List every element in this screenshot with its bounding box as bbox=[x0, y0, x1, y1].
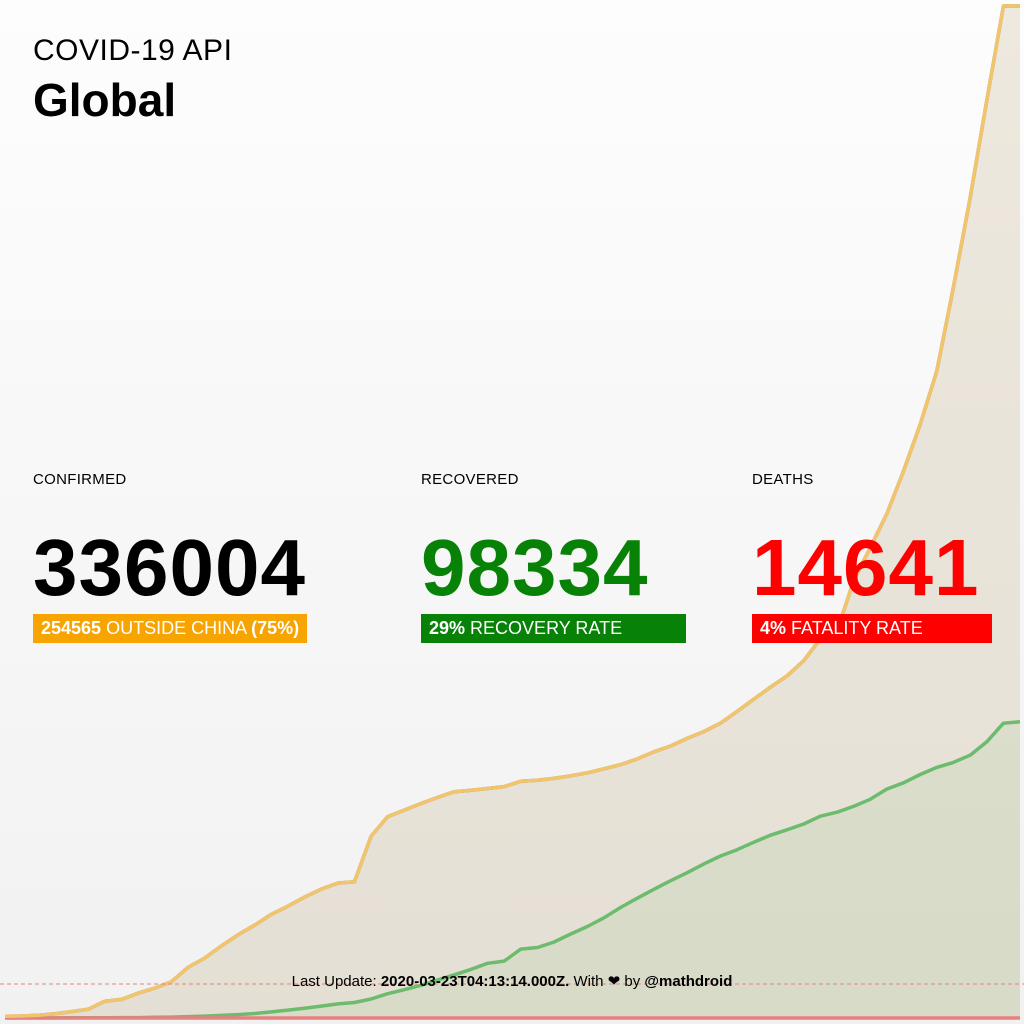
recovery-rate-value: 29% bbox=[429, 618, 465, 638]
outside-china-pct: (75%) bbox=[251, 618, 299, 638]
confirmed-label: CONFIRMED bbox=[33, 470, 307, 490]
fatality-rate-badge: 4% FATALITY RATE bbox=[752, 614, 992, 643]
confirmed-stat: CONFIRMED 336004 254565 OUTSIDE CHINA (7… bbox=[33, 470, 307, 643]
author-link[interactable]: @mathdroid bbox=[644, 973, 732, 990]
recovery-rate-badge: 29% RECOVERY RATE bbox=[421, 614, 686, 643]
outside-china-count: 254565 bbox=[41, 618, 101, 638]
recovered-label: RECOVERED bbox=[421, 470, 686, 490]
api-title: COVID-19 API bbox=[33, 34, 232, 68]
confirmed-value: 336004 bbox=[33, 528, 307, 608]
deaths-stat: DEATHS 14641 4% FATALITY RATE bbox=[752, 470, 992, 643]
recovery-rate-text: RECOVERY RATE bbox=[470, 618, 622, 638]
recovered-value: 98334 bbox=[421, 528, 686, 608]
heart-icon: ❤ bbox=[608, 972, 621, 992]
deaths-value: 14641 bbox=[752, 528, 992, 608]
outside-china-badge: 254565 OUTSIDE CHINA (75%) bbox=[33, 614, 307, 643]
region-title: Global bbox=[33, 72, 232, 128]
last-update-label: Last Update: bbox=[292, 973, 377, 990]
last-update-timestamp: 2020-03-23T04:13:14.000Z. bbox=[381, 973, 569, 990]
deaths-label: DEATHS bbox=[752, 470, 992, 490]
fatality-rate-text: FATALITY RATE bbox=[791, 618, 923, 638]
fatality-rate-value: 4% bbox=[760, 618, 786, 638]
footer-with: With bbox=[573, 973, 603, 990]
footer: Last Update: 2020-03-23T04:13:14.000Z. W… bbox=[0, 972, 1024, 992]
outside-china-text: OUTSIDE CHINA bbox=[106, 618, 246, 638]
page-header: COVID-19 API Global bbox=[33, 34, 232, 128]
recovered-stat: RECOVERED 98334 29% RECOVERY RATE bbox=[421, 470, 686, 643]
footer-by: by bbox=[624, 973, 640, 990]
